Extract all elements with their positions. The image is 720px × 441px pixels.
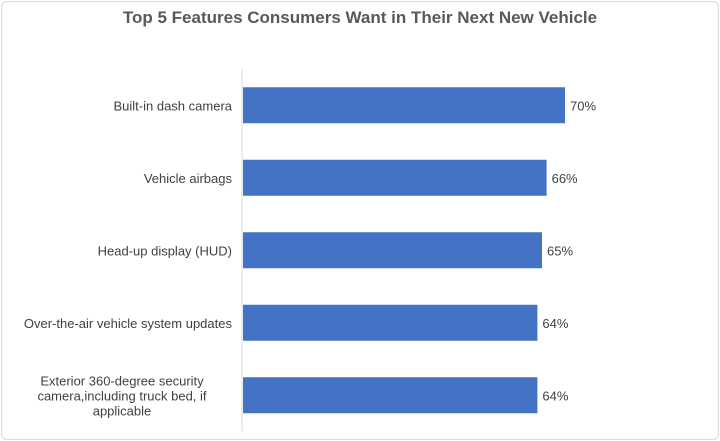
category-label-1: Vehicle airbags (144, 171, 233, 186)
chart-title: Top 5 Features Consumers Want in Their N… (122, 8, 598, 27)
bar-0 (243, 87, 565, 124)
category-label-3: Over-the-air vehicle system updates (24, 316, 233, 331)
value-label-3: 64% (542, 316, 568, 331)
category-label-4: Exterior 360-degree security camera,inclu… (37, 373, 206, 418)
bar-3 (243, 304, 538, 341)
bar-1 (243, 159, 547, 196)
value-label-0: 70% (570, 98, 596, 113)
bar-2 (243, 232, 542, 269)
bar-4 (243, 377, 538, 414)
value-label-4: 64% (542, 388, 568, 403)
value-label-2: 65% (547, 243, 573, 258)
value-label-1: 66% (552, 171, 578, 186)
category-label-0: Built-in dash camera (114, 98, 233, 113)
category-label-2: Head-up display (HUD) (98, 243, 232, 258)
